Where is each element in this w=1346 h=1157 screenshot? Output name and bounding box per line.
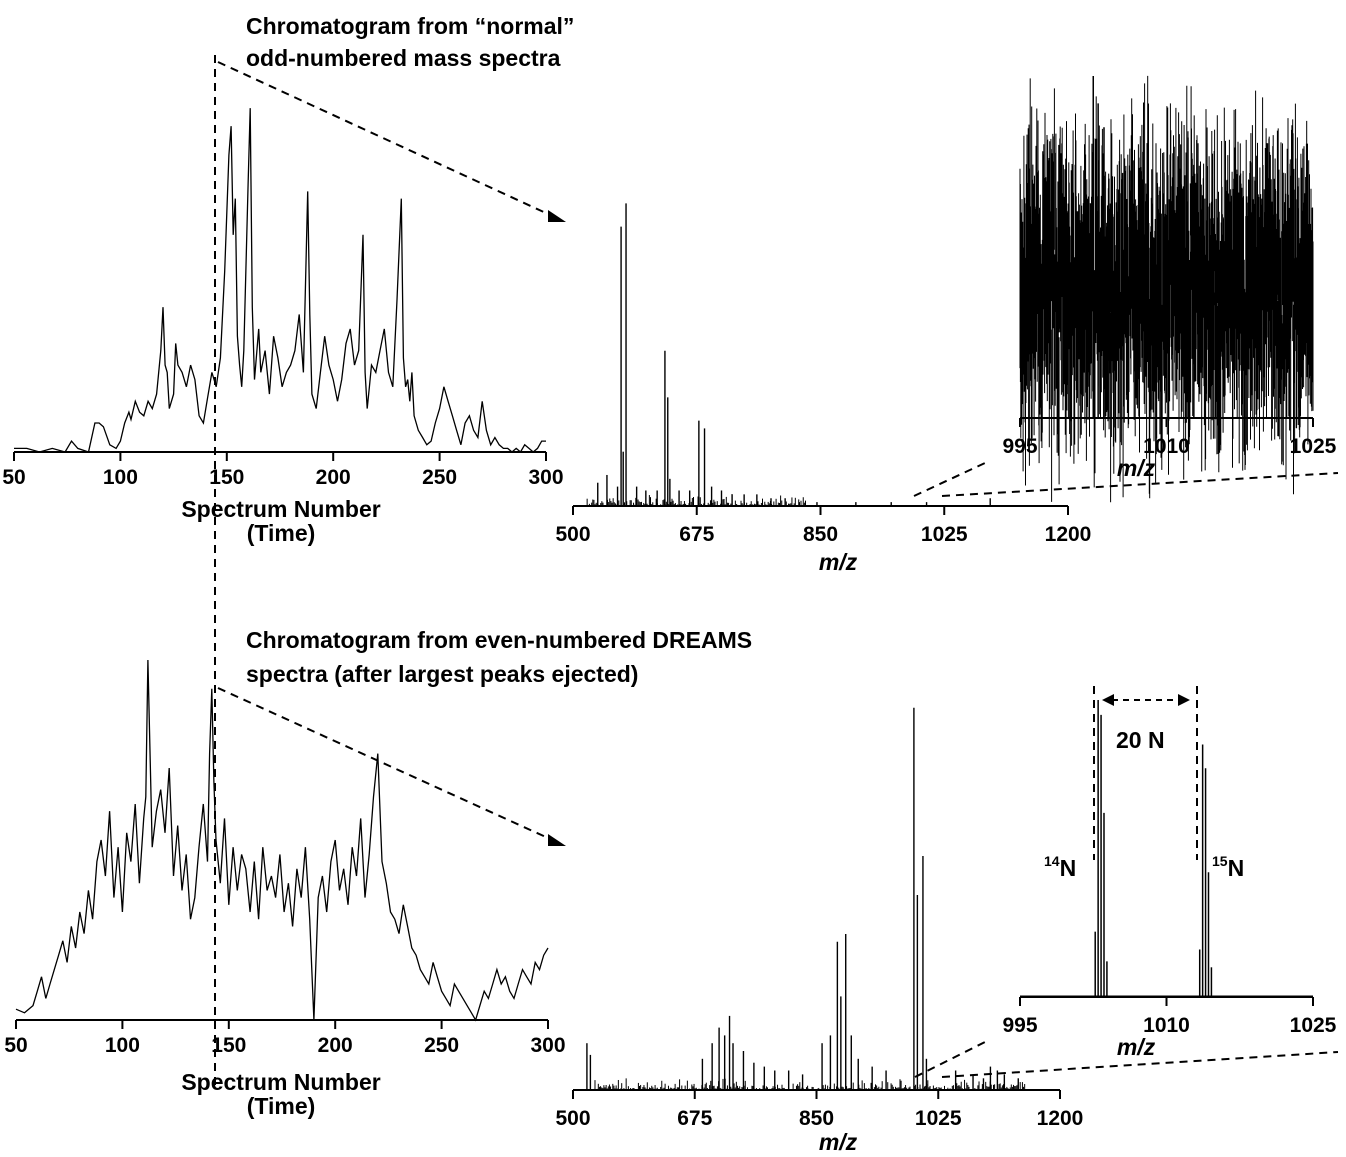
gap-arrow-right-head: [1178, 694, 1190, 706]
chromatogram-bottom: 50 100 150 200 250 300 Spectrum Number(Time): [4, 659, 566, 1119]
bottom-inset-connector-right: [941, 1051, 1339, 1078]
n15-symbol: N: [1228, 855, 1245, 881]
chromatogram-top-x-tick-label: 300: [528, 466, 563, 489]
chromatogram-bottom-x-tick-label: 300: [530, 1034, 565, 1057]
chromatogram-bottom-x-tick-label: 150: [211, 1034, 246, 1057]
n15-label: 15N: [1212, 853, 1244, 881]
bottom-zoom-arrow-line: [217, 687, 549, 839]
chromatogram-bottom-x-axis-subtitle: (Time): [247, 1093, 316, 1119]
spectrum-bottom-x-tick-label: 1200: [1037, 1107, 1084, 1130]
chromatogram-bottom-x-tick-label: 250: [424, 1034, 459, 1057]
inset-top-noise-band: [1019, 75, 1314, 503]
inset-top-x-tick-label: 1010: [1143, 435, 1190, 458]
top-zoom-arrow-line: [217, 61, 549, 215]
chromatogram-top-x-tick-label: 100: [103, 466, 138, 489]
spectrum-top-x-tick-label: 1200: [1045, 523, 1092, 546]
chromatogram-top: 50 100 150 200 250 300 Spectrum Number(Time): [2, 108, 564, 546]
top-inset-connector-right: [941, 472, 1339, 497]
chromatogram-bottom-series-line: [15, 659, 549, 1022]
spectrum-top-x-tick-label: 675: [679, 523, 714, 546]
chromatogram-top-series-line: [14, 108, 546, 453]
spectrum-top-x-tick-label: 500: [555, 523, 590, 546]
chromatogram-top-x-tick-label: 250: [422, 466, 457, 489]
spectrum-bottom-x-tick-label: 500: [555, 1107, 590, 1130]
gap-arrow-left-head: [1102, 694, 1114, 706]
chromatogram-top-x-axis-title: Spectrum Number: [181, 496, 380, 522]
chromatogram-bottom-x-tick-label: 100: [105, 1034, 140, 1057]
gap-label: 20 N: [1116, 727, 1165, 753]
spectrum-bottom-x-tick-label: 850: [799, 1107, 834, 1130]
spectrum-top: 500 675 850 1025 1200 m/z: [555, 203, 1091, 575]
spectrum-bottom-x-axis-title: m/z: [819, 1129, 858, 1155]
chromatogram-bottom-x-axis-title: Spectrum Number: [181, 1069, 380, 1095]
inset-bottom-x-axis-title: m/z: [1117, 1034, 1156, 1060]
spectrum-bottom-x-tick-label: 675: [677, 1107, 712, 1130]
top-arrow-head: [548, 210, 566, 222]
spectrum-top-x-tick-label: 850: [803, 523, 838, 546]
spectrum-top-x-tick-label: 1025: [921, 523, 968, 546]
chromatogram-top-x-axis-subtitle: (Time): [247, 520, 316, 546]
inset-bottom-x-tick-label: 1025: [1290, 1014, 1337, 1037]
bottom-arrow-head: [548, 834, 566, 846]
spectrum-top-x-axis-title: m/z: [819, 549, 858, 575]
bottom-inset-connector-left: [914, 1041, 986, 1078]
inset-top-x-tick-label: 1025: [1290, 435, 1337, 458]
top-title-line1: Chromatogram from “normal”: [246, 13, 574, 39]
isotope-annotations: 20 N 14N 15N: [1044, 686, 1244, 881]
n14-superscript: 14: [1044, 853, 1060, 869]
n14-label: 14N: [1044, 853, 1076, 881]
chromatogram-top-x-tick-label: 150: [209, 466, 244, 489]
chromatogram-top-x-tick-label: 50: [2, 466, 25, 489]
spectrum-bottom: 500 675 850 1025 1200 m/z: [555, 707, 1084, 1155]
chromatogram-bottom-x-tick-label: 50: [4, 1034, 27, 1057]
bottom-title-line1: Chromatogram from even-numbered DREAMS: [246, 627, 752, 653]
n14-symbol: N: [1060, 855, 1077, 881]
spectrum-bottom-x-tick-label: 1025: [915, 1107, 962, 1130]
top-inset-connector-left: [913, 462, 986, 497]
n15-superscript: 15: [1212, 853, 1228, 869]
connectors: [214, 55, 1339, 1090]
bottom-title-line2: spectra (after largest peaks ejected): [246, 661, 638, 687]
inset-bottom-x-tick-label: 995: [1002, 1014, 1037, 1037]
top-title-line2: odd-numbered mass spectra: [246, 45, 561, 71]
inset-bottom: 995 1010 1025 m/z: [1002, 700, 1337, 1060]
chromatogram-bottom-x-tick-label: 200: [318, 1034, 353, 1057]
inset-bottom-x-tick-label: 1010: [1143, 1014, 1190, 1037]
chromatogram-top-x-tick-label: 200: [316, 466, 351, 489]
inset-top-x-tick-label: 995: [1002, 435, 1037, 458]
